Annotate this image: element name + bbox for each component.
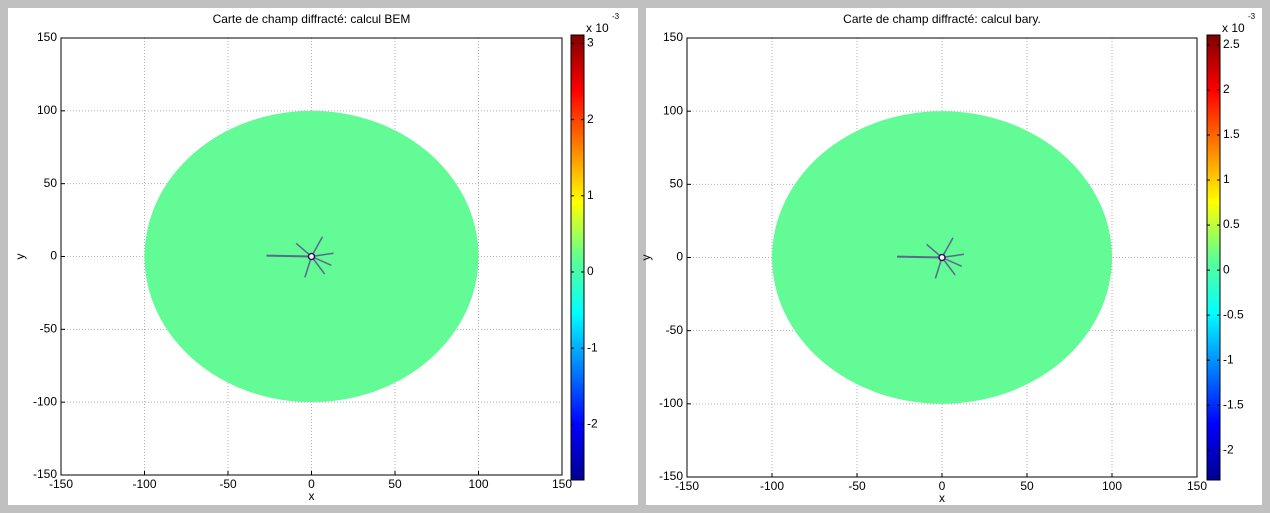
- y-tick-label: 100: [663, 103, 683, 117]
- y-tick-label: -50: [666, 323, 684, 337]
- chart-title: Carte de champ diffracté: calcul bary.: [843, 12, 1041, 26]
- x-tick-label: 100: [468, 477, 488, 491]
- x-tick-label: 0: [939, 479, 946, 493]
- field-ray: [266, 254, 312, 258]
- x-tick-label: -50: [219, 477, 237, 491]
- x-tick-label: 50: [1020, 479, 1034, 493]
- x-tick-label: 0: [308, 477, 315, 491]
- colorbar-exponent: -3: [1248, 12, 1256, 21]
- colorbar-tick-label: -0.5: [1223, 307, 1244, 321]
- colorbar-tick-label: 2.5: [1223, 37, 1240, 51]
- y-tick-label: 0: [676, 250, 683, 264]
- y-tick-label: -100: [33, 394, 57, 408]
- colorbar-tick-label: 2: [1223, 82, 1230, 96]
- y-tick-label: -150: [33, 467, 57, 481]
- y-tick-label: 100: [37, 103, 57, 117]
- x-tick-label: -150: [675, 479, 699, 493]
- y-tick-label: 50: [670, 177, 684, 191]
- scatterer: [938, 253, 946, 262]
- chart-title: Carte de champ diffracté: calcul BEM: [213, 12, 411, 26]
- colorbar-tick-label: 2: [587, 112, 594, 126]
- colorbar-tick-label: 0: [587, 264, 594, 278]
- x-tick-label: -100: [132, 477, 156, 491]
- y-tick-label: 50: [44, 176, 58, 190]
- x-tick-label: 150: [552, 477, 572, 491]
- field-ray: [896, 255, 943, 259]
- x-axis-label: x: [309, 489, 315, 503]
- colorbar-tick-label: 0: [1223, 262, 1230, 276]
- colorbar-tick-label: -2: [1223, 442, 1234, 456]
- colorbar-tick-label: 0.5: [1223, 217, 1240, 231]
- x-tick-label: -50: [848, 479, 866, 493]
- colorbar-exponent: -3: [612, 12, 620, 21]
- y-axis-label: y: [639, 255, 653, 261]
- colorbar-tick-label: -1.5: [1223, 397, 1244, 411]
- colorbar-tick-label: 1: [587, 188, 594, 202]
- chart: -150 -100 -50 0 50 100 150 -150 -100 -50 0 50 100 150…: [13, 12, 619, 503]
- y-tick-label: 150: [663, 30, 683, 44]
- colorbar-tick-label: 1: [1223, 172, 1230, 186]
- colorbar-tick-label: 3: [587, 36, 594, 50]
- field-ray: [941, 237, 954, 258]
- axes-box: [686, 37, 1198, 478]
- y-axis-label: y: [13, 254, 27, 260]
- x-tick-label: -150: [49, 477, 73, 491]
- y-tick-label: 150: [37, 30, 57, 44]
- x-tick-label: 50: [388, 477, 402, 491]
- chart: -150 -100 -50 0 50 100 150 -150 -100 -50 0 50 100 150…: [639, 12, 1255, 505]
- colorbar-tick-label: -1: [587, 340, 598, 354]
- y-tick-label: -100: [659, 396, 683, 410]
- colorbar: [1206, 34, 1221, 481]
- scatterer: [307, 252, 316, 261]
- x-tick-label: -100: [760, 479, 784, 493]
- y-tick-label: 0: [50, 249, 57, 263]
- x-tick-label: 100: [1102, 479, 1122, 493]
- x-axis-label: x: [939, 491, 945, 505]
- colorbar-tick-label: -2: [587, 417, 598, 431]
- y-tick-label: -150: [659, 469, 683, 483]
- colorbar: [570, 34, 585, 481]
- y-tick-label: -50: [40, 322, 58, 336]
- field-ray: [310, 236, 324, 257]
- colorbar-scale: x 10: [586, 21, 609, 35]
- x-tick-label: 150: [1187, 479, 1207, 493]
- axes-box: [60, 37, 563, 476]
- colorbar-tick-label: 1.5: [1223, 127, 1240, 141]
- colorbar-scale: x 10: [1222, 21, 1245, 35]
- colorbar-tick-label: -1: [1223, 352, 1234, 366]
